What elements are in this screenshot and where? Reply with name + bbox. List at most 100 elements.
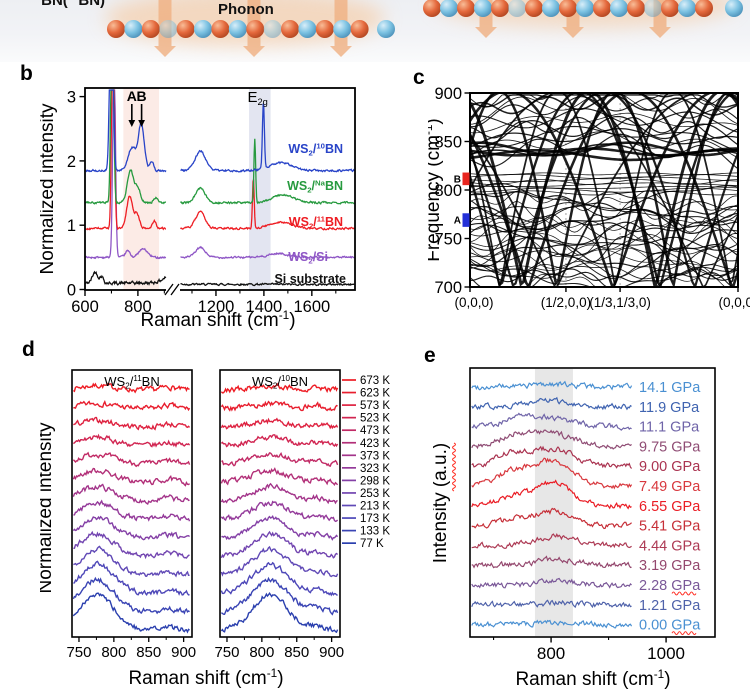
temperature-curve [73,499,191,522]
x-tick-label: 900 [171,644,196,661]
panel-d-temperature-raman-chart: WS2/11BN 750 800 850 900 WS2/10BN 750 800 850 900… [40,369,390,689]
legend-label: 623 K [360,388,390,400]
x-axis-label: Raman shift (cm-1) [515,668,670,690]
phonon-band [470,176,738,183]
phonon-band [470,94,738,108]
legend-label: 253 K [360,488,390,500]
phonon-band [470,191,738,223]
temperature-curve [73,399,191,412]
x-tick-label: 1600 [293,298,330,316]
y-tick-label: 800 [434,182,462,200]
phonon-band [470,93,738,287]
spectrum-curve-1 [85,89,355,205]
nitrogen-atom [194,20,212,38]
phonon-band [470,128,738,148]
series-label: WS2/Si [288,250,328,266]
x-tick-label: 900 [319,644,344,661]
boron-atom [593,0,611,17]
nitrogen-atom [610,0,628,17]
pressure-label: 9.00 GPa [639,459,701,475]
phonon-band [470,93,738,287]
y-tick-label: 2 [67,153,76,171]
x-axis-label: Raman shift (cm-1) [140,309,295,330]
k-point-label: (0,0,0) [454,295,493,310]
panel-b-raman-spectra-chart: Si substrate WS2/Si WS2/11BN WS2/NaBN WS2/10… [40,87,356,330]
phonon-band [470,93,738,287]
pressure-label: 6.55 GPa [639,499,701,515]
phonon-band [470,133,738,170]
pressure-label: 1.21 GPa [639,598,701,614]
phonon-band [470,112,738,134]
phonon-band [470,271,738,287]
boron-atom [211,20,230,38]
x-tick-label: 750 [214,644,239,661]
series-label: WS2/NaBN [287,178,343,194]
nitrogen-atom [644,0,662,17]
series-label: Si substrate [274,272,346,286]
temperature-curve [220,382,339,394]
pressure-label: 14.1 GPa [639,380,701,396]
phonon-bands [470,93,738,287]
temperature-curve [72,451,191,468]
nitrogen-atom [576,0,594,17]
k-point-label: (0,0,0) [718,295,750,310]
legend-label: 77 K [360,538,384,550]
temperature-curve [220,434,339,448]
panel-letter-b: b [20,62,33,85]
panel-letter-c: c [413,66,425,89]
legend-label: 573 K [360,400,390,412]
pressure-curve [471,479,632,510]
boron-atom [491,0,509,17]
subplot-title: WS2/11BN [104,374,159,391]
boron-atom [176,20,195,38]
temperature-curve [220,561,338,597]
temperature-curve [220,576,339,616]
x-tick-label: 1000 [647,644,685,663]
panel-letter-e: e [424,344,436,367]
temperature-curve [220,482,338,505]
boron-atom [423,0,441,17]
pressure-curve [471,429,632,450]
temperature-curve [220,592,339,634]
boron-atom [107,20,125,38]
nitrogen-atom [228,20,247,38]
temperature-curve [73,530,190,560]
nitrogen-atom [474,0,492,17]
phonon-band [470,172,738,176]
boron-atom [315,20,334,38]
phonon-band [470,179,738,185]
nitrogen-atom [377,20,395,38]
phonon-band [470,205,738,235]
x-axis-label: Raman shift (cm-1) [128,667,283,689]
nitrogen-atom [725,0,743,17]
legend-label: 133 K [360,526,390,538]
isotope-label: 10BN(11BN) [30,0,106,9]
panel-c-phonon-dispersion-chart: 700 750 800 850 900 (0,0,0) (1/2,0,0)(1/3,1/3,… [428,85,750,310]
pressure-label: 11.9 GPa [639,400,700,416]
phonon-band [470,141,738,157]
spectrum-curve-2 [85,89,355,231]
pressure-curve [471,457,633,490]
panel-e-pressure-raman-chart: 14.1 GPa 11.9 GPa 11.1 GPa 9.75 GPa 9.00 GPa… [433,367,716,690]
temperature-curve [73,560,190,596]
plot-frame [469,367,716,638]
temperature-curve [72,515,190,541]
x-tick-label: 750 [66,644,91,661]
phonon-band [470,116,738,139]
temperature-curve [72,592,190,634]
temperature-curve [72,433,191,448]
pressure-curve [471,507,632,530]
annotation-arrow [138,120,146,127]
phonon-band [470,260,738,278]
temperature-curve [72,576,190,615]
nitrogen-atom [542,0,560,17]
y-tick-label: 3 [67,89,76,107]
spectrum-curve-3 [84,89,355,260]
nitrogen-atom [333,20,352,38]
nitrogen-atom [263,20,282,38]
panel-letter-d: d [22,338,35,361]
y-tick-label: 850 [434,134,462,152]
pressure-label: 2.28 GPa [639,578,701,594]
pressure-curve [471,577,632,589]
